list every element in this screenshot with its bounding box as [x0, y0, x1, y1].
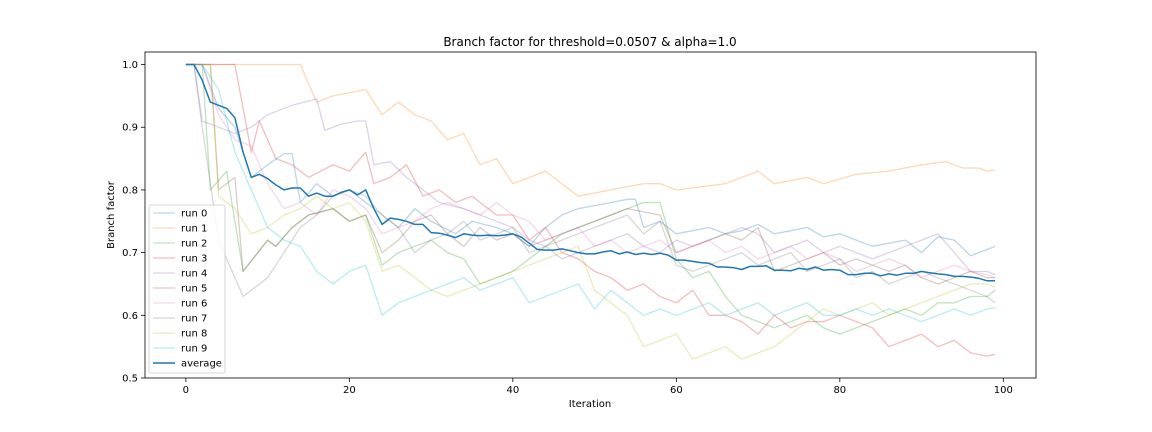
y-tick-label: 1.0 [122, 60, 138, 71]
y-tick-label: 0.7 [122, 248, 138, 259]
legend-label: run 3 [181, 254, 207, 265]
series-line-run-9 [185, 63, 996, 323]
chart-title: Branch factor for threshold=0.0507 & alp… [443, 35, 736, 49]
plot-area [144, 51, 1037, 379]
y-tick-label: 0.6 [122, 311, 138, 322]
legend: run 0 run 1 run 2 run 3 run 4 run 5 run 6 run 7… [148, 204, 226, 374]
series-line-run-1 [185, 63, 996, 197]
series-line-average [185, 63, 996, 282]
series-line-run-2 [185, 63, 996, 335]
x-tick-label: 0 [183, 385, 189, 396]
x-tick-label: 80 [833, 385, 846, 396]
series-line-run-3 [185, 63, 996, 357]
x-tick-label: 40 [506, 385, 519, 396]
series-layer [185, 63, 996, 360]
x-tick-label: 100 [994, 385, 1013, 396]
legend-label: run 2 [181, 239, 207, 250]
series-line-run-8 [185, 63, 996, 360]
legend-label: run 1 [181, 224, 207, 235]
legend-label: average [181, 359, 222, 370]
x-axis-label: Iteration [569, 399, 611, 410]
y-tick-label: 0.5 [122, 374, 138, 385]
legend-label: run 8 [181, 329, 207, 340]
legend-label: run 5 [181, 284, 207, 295]
series-line-run-0 [185, 63, 996, 257]
series-line-run-4 [185, 63, 996, 276]
y-axis-label: Branch factor [106, 180, 117, 249]
x-tick-label: 60 [670, 385, 683, 396]
plot-frame [144, 51, 1037, 379]
series-line-run-5 [185, 63, 996, 285]
legend-box [148, 204, 226, 374]
x-tick-label: 20 [343, 385, 356, 396]
legend-label: run 6 [181, 299, 207, 310]
legend-label: run 7 [181, 314, 207, 325]
y-tick-label: 0.8 [122, 185, 138, 196]
legend-label: run 0 [181, 209, 207, 220]
y-axis: 0.5 0.6 0.7 0.8 0.9 1.0 [122, 60, 145, 385]
y-tick-label: 0.9 [122, 123, 138, 134]
series-line-run-6 [185, 63, 996, 279]
legend-label: run 4 [181, 269, 207, 280]
x-axis: 0 20 40 60 80 100 [183, 378, 1013, 396]
legend-label: run 9 [181, 344, 207, 355]
